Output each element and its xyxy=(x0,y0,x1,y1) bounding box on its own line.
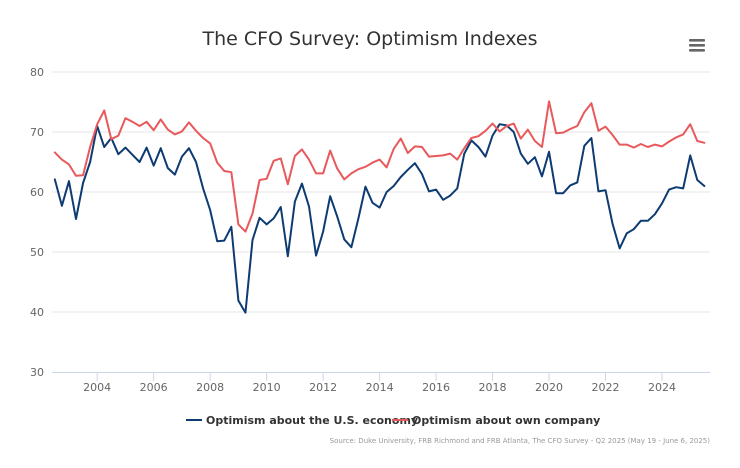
y-axis-tick-labels: 30 40 50 60 70 80 xyxy=(30,66,44,379)
series-line-us-economy[interactable] xyxy=(53,123,706,314)
export-menu-hitbox[interactable] xyxy=(682,30,712,56)
legend-item-us-economy[interactable]: Optimism about the U.S. economy xyxy=(186,414,418,427)
x-tick-label-2012: 2012 xyxy=(309,381,337,394)
x-tick-label-2010: 2010 xyxy=(253,381,281,394)
x-tick-label-2006: 2006 xyxy=(140,381,168,394)
y-grid-lines xyxy=(52,71,710,313)
x-axis-ticks: 2004 2006 2008 2010 2012 2014 2016 2018 2020 2022… xyxy=(83,372,676,394)
legend-item-own-company[interactable]: Optimism about own company xyxy=(392,414,600,427)
source-note: Source: Duke University, FRB Richmond an… xyxy=(330,437,711,445)
x-tick-label-2008: 2008 xyxy=(196,381,224,394)
x-tick-label-2018: 2018 xyxy=(479,381,507,394)
x-tick-label-2022: 2022 xyxy=(592,381,620,394)
chart-title: The CFO Survey: Optimism Indexes xyxy=(201,28,537,50)
legend: Optimism about the U.S. economy Optimism… xyxy=(186,414,600,427)
x-tick-label-2020: 2020 xyxy=(535,381,563,394)
legend-label-us-economy: Optimism about the U.S. economy xyxy=(206,414,418,427)
export-menu-button[interactable] xyxy=(682,30,712,56)
x-tick-label-2024: 2024 xyxy=(648,381,676,394)
series-line-own-company[interactable] xyxy=(53,100,706,233)
y-tick-label-60: 60 xyxy=(30,186,44,199)
y-tick-label-50: 50 xyxy=(30,246,44,259)
series-lines xyxy=(53,100,706,314)
y-tick-label-40: 40 xyxy=(30,306,44,319)
y-tick-label-80: 80 xyxy=(30,66,44,79)
hamburger-menu-icon xyxy=(689,39,705,52)
y-tick-label-30: 30 xyxy=(30,366,44,379)
x-tick-label-2014: 2014 xyxy=(366,381,394,394)
legend-label-own-company: Optimism about own company xyxy=(412,414,600,427)
x-tick-label-2004: 2004 xyxy=(83,381,111,394)
x-tick-label-2016: 2016 xyxy=(422,381,450,394)
y-tick-label-70: 70 xyxy=(30,126,44,139)
